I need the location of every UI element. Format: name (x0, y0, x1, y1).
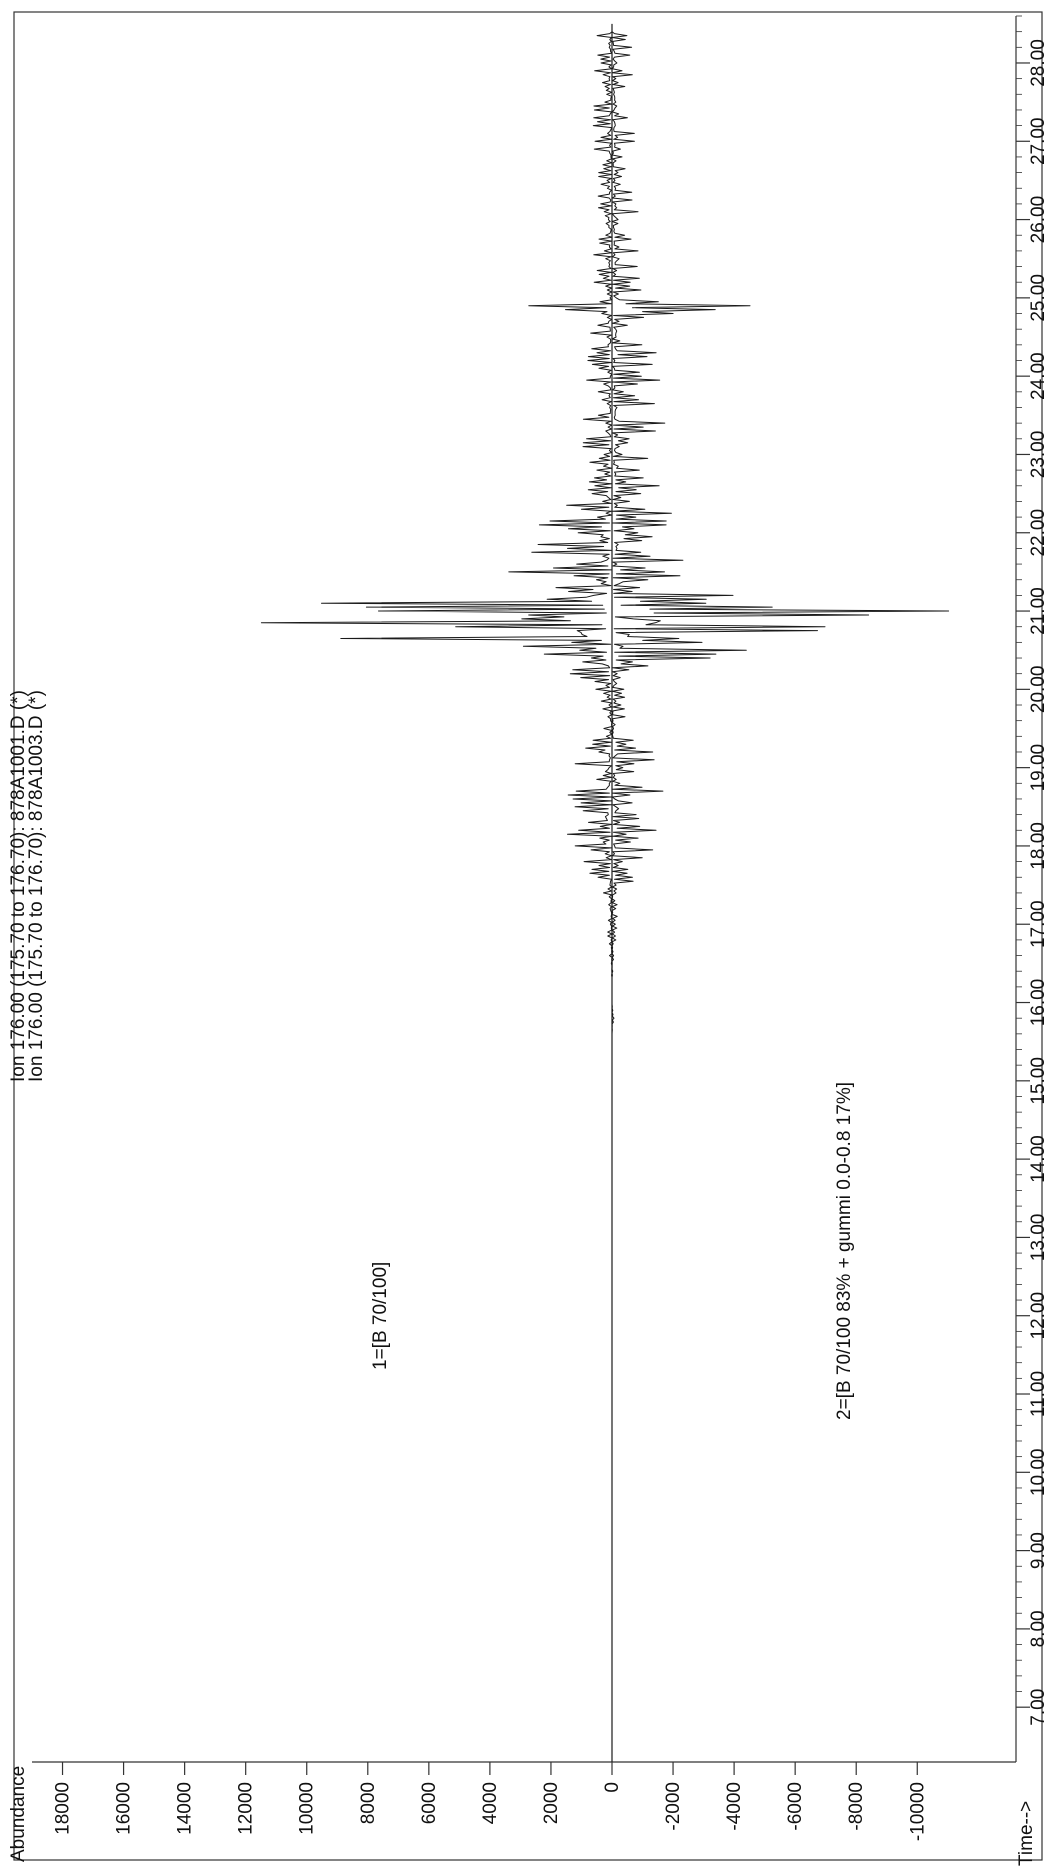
x-tick-label: 26.00 (1028, 196, 1049, 244)
x-tick-label: 13.00 (1028, 1214, 1049, 1262)
y-tick-label: 8000 (358, 1782, 379, 1824)
y-tick-label: 18000 (53, 1782, 74, 1835)
x-tick-label: 21.00 (1028, 587, 1049, 635)
time-axis-ticks: 7.00 8.00 9.00 10.00 11.00 12.00 13.00 14.00 15.… (1016, 15, 1049, 1726)
x-tick-label: 22.00 (1028, 509, 1049, 557)
x-tick-label: 24.00 (1028, 352, 1049, 400)
y-tick-label: 14000 (175, 1782, 196, 1835)
y-tick-label: 0 (602, 1782, 623, 1793)
x-tick-label: 12.00 (1028, 1292, 1049, 1340)
x-tick-label: 17.00 (1028, 900, 1049, 948)
plot-frame (13, 11, 1043, 1861)
x-tick-label: 23.00 (1028, 431, 1049, 479)
y-tick-label: -8000 (846, 1782, 867, 1831)
y-tick-label: 6000 (419, 1782, 440, 1824)
y-tick-label: -2000 (663, 1782, 684, 1831)
x-tick-label: 28.00 (1028, 39, 1049, 87)
x-tick-label: 20.00 (1028, 666, 1049, 714)
abundance-axis-ticks: 18000 16000 14000 12000 10000 8000 6000 4000 200… (53, 1762, 928, 1841)
x-tick-label: 14.00 (1028, 1135, 1049, 1183)
x-tick-label: 11.00 (1028, 1371, 1049, 1417)
y-tick-label: -6000 (785, 1782, 806, 1831)
x-tick-label: 19.00 (1028, 744, 1049, 792)
y-tick-label: 2000 (541, 1782, 562, 1824)
y-tick-label: -4000 (724, 1782, 745, 1831)
series-1-trace (260, 31, 613, 1747)
x-tick-label: 25.00 (1028, 274, 1049, 322)
x-tick-label: 9.00 (1028, 1532, 1049, 1569)
x-tick-label: 16.00 (1028, 979, 1049, 1027)
y-tick-label: -10000 (907, 1782, 928, 1841)
y-tick-label: 10000 (297, 1782, 318, 1835)
series-layer (260, 23, 950, 1762)
x-tick-label: 27.00 (1028, 118, 1049, 166)
x-tick-label: 10.00 (1028, 1449, 1049, 1497)
x-tick-label: 15.00 (1028, 1057, 1049, 1105)
y-tick-label: 4000 (480, 1782, 501, 1824)
series-2-trace (611, 31, 950, 1747)
y-tick-label: 16000 (114, 1782, 135, 1835)
x-tick-label: 18.00 (1028, 822, 1049, 870)
y-tick-label: 12000 (236, 1782, 257, 1835)
x-tick-label: 8.00 (1028, 1610, 1049, 1647)
x-tick-label: 7.00 (1028, 1689, 1049, 1726)
